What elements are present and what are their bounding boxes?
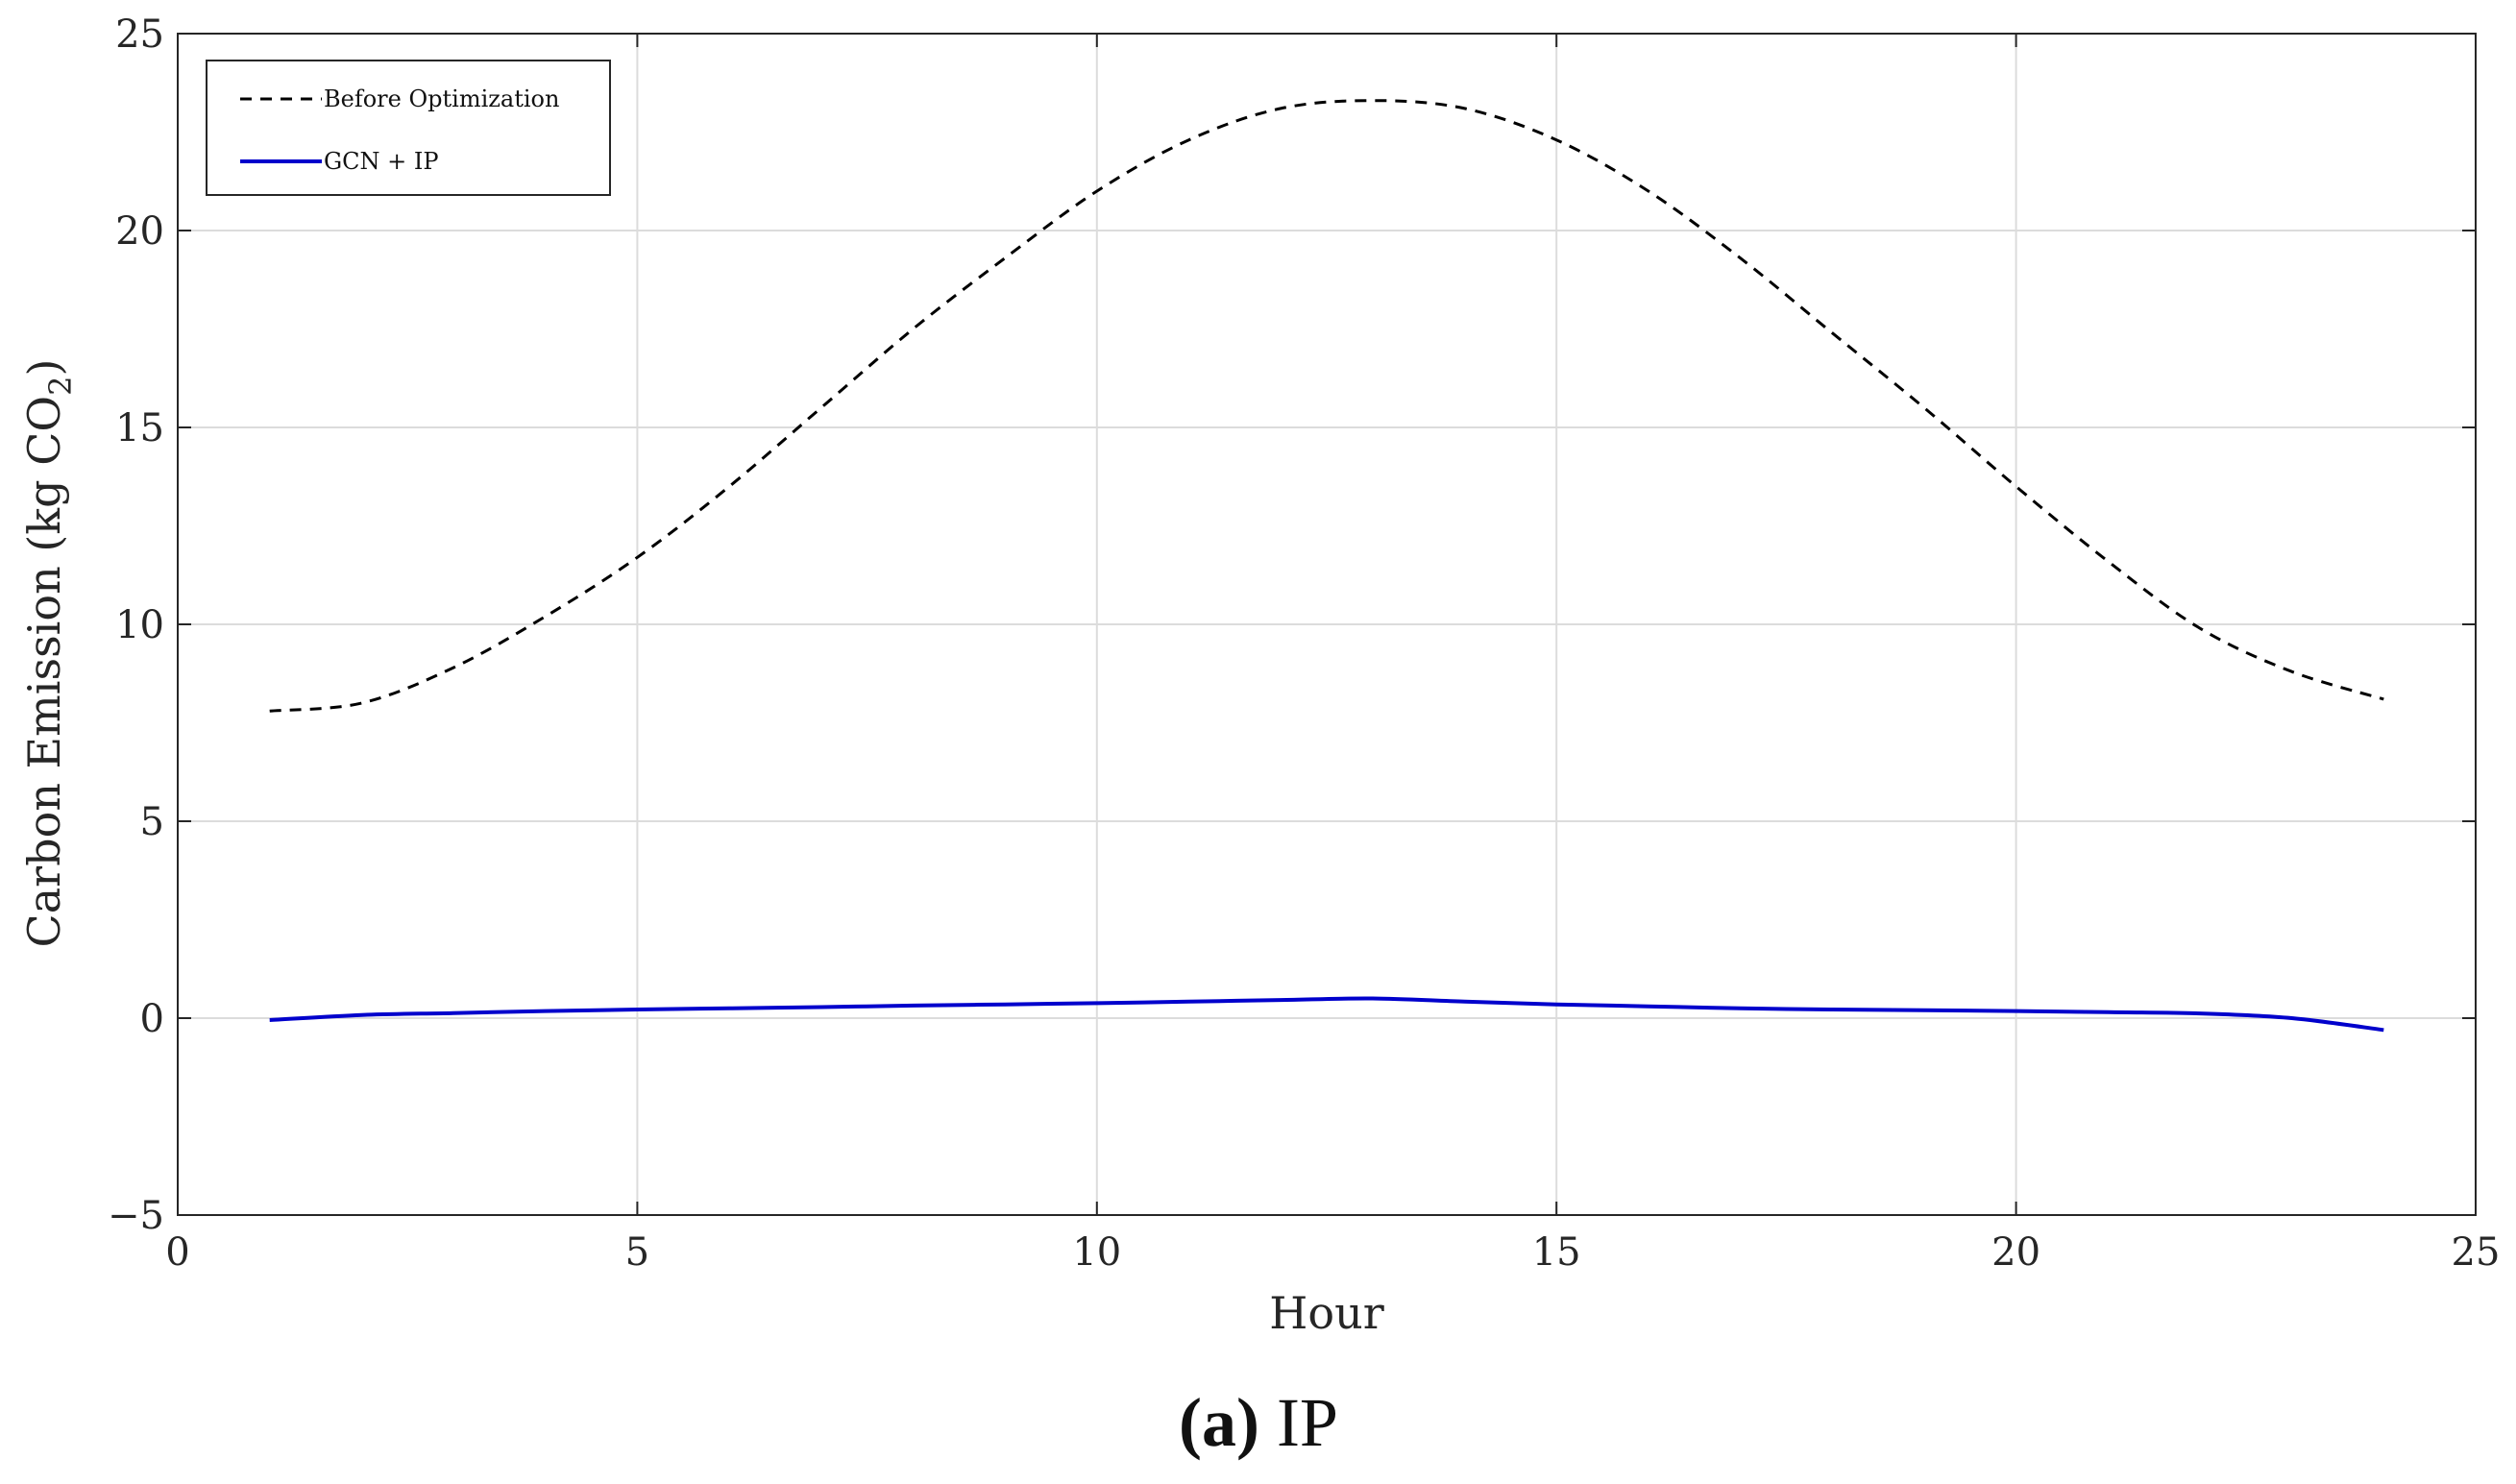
y-axis-label: Carbon Emission (kg CO2) xyxy=(18,359,79,948)
y-tick-label: 5 xyxy=(140,800,164,844)
x-tick-label: 10 xyxy=(1072,1230,1121,1275)
y-tick-label: 15 xyxy=(115,406,164,450)
legend-label-before-optimization: Before Optimization xyxy=(324,85,559,112)
y-tick-label: 10 xyxy=(115,603,164,647)
x-tick-label: 5 xyxy=(625,1230,649,1275)
grid xyxy=(178,34,2476,1215)
y-tick-label: 0 xyxy=(140,997,164,1041)
y-axis-label-subscript: 2 xyxy=(42,377,79,396)
y-axis-label-close: ) xyxy=(18,359,70,377)
y-axis-label-main: Carbon Emission (kg CO xyxy=(18,396,70,948)
x-axis-label: Hour xyxy=(1269,1287,1383,1339)
series-layer xyxy=(269,99,2384,1033)
series-line-before-optimization xyxy=(269,99,2384,713)
legend-label-gcn-ip: GCN + IP xyxy=(324,148,439,175)
y-tick-label: 25 xyxy=(115,12,164,57)
y-tick-label: 20 xyxy=(115,209,164,254)
caption-label: (a) xyxy=(1179,1384,1259,1461)
figure-caption: (a) IP xyxy=(1179,1384,1338,1461)
legend: Before Optimization GCN + IP xyxy=(206,60,611,196)
series-line-gcn-ip xyxy=(269,996,2384,1033)
x-tick-label: 25 xyxy=(2452,1230,2501,1275)
y-tick-label: −5 xyxy=(108,1194,164,1238)
x-tick-label: 20 xyxy=(1991,1230,2040,1275)
x-tick-label: 15 xyxy=(1532,1230,1581,1275)
legend-box xyxy=(206,60,611,196)
caption-text: IP xyxy=(1277,1384,1338,1461)
x-tick-label: 0 xyxy=(165,1230,189,1275)
